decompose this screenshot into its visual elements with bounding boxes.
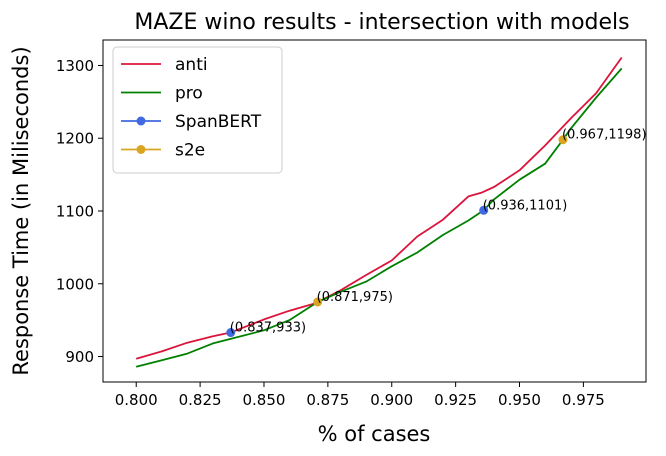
legend-label-spanbert: SpanBERT (175, 112, 262, 132)
y-tick-label: 1200 (56, 130, 94, 148)
data-point-spanbert (226, 328, 236, 338)
y-tick-label: 1000 (56, 275, 94, 293)
point-annotation: (0.936,1101) (483, 198, 568, 213)
x-tick-label: 0.925 (434, 391, 477, 409)
chart-title: MAZE wino results - intersection with mo… (134, 10, 629, 35)
series-line-pro (135, 67, 623, 368)
legend-marker-spanbert (136, 116, 146, 126)
plot-area (135, 56, 623, 368)
x-axis-label: % of cases (318, 422, 431, 446)
x-tick-label: 0.975 (562, 391, 605, 409)
data-point-s2e (313, 297, 323, 307)
data-point-s2e (558, 135, 568, 145)
x-tick-label: 0.800 (115, 391, 158, 409)
x-tick-label: 0.900 (370, 391, 413, 409)
x-tick-label: 0.950 (498, 391, 541, 409)
x-tick-label: 0.875 (306, 391, 349, 409)
x-tick-label: 0.825 (179, 391, 222, 409)
annotations: (0.837,933) (0.871,975) (0.936,1101) (0.967… (230, 128, 647, 336)
legend-label-s2e: s2e (175, 141, 205, 161)
legend-label-anti: anti (175, 55, 208, 75)
legend: anti pro SpanBERT s2e (112, 46, 283, 174)
x-axis: 0.800 0.825 0.850 0.875 0.900 0.925 0.950 0.975 (115, 382, 605, 409)
y-tick-label: 1300 (56, 57, 94, 75)
series-line-anti (135, 56, 623, 360)
legend-label-pro: pro (175, 84, 203, 104)
y-axis-label: Response Time (in Miliseconds) (9, 46, 33, 375)
point-annotation: (0.837,933) (230, 321, 306, 336)
point-annotation: (0.871,975) (317, 290, 393, 305)
x-tick-label: 0.850 (243, 391, 286, 409)
data-point-spanbert (479, 205, 489, 215)
y-axis: 900 1000 1100 1200 1300 (56, 57, 103, 366)
legend-box (112, 46, 283, 174)
y-tick-label: 1100 (56, 203, 94, 221)
legend-marker-s2e (136, 145, 146, 154)
y-tick-label: 900 (65, 348, 94, 366)
point-annotation: (0.967,1198) (562, 128, 647, 143)
